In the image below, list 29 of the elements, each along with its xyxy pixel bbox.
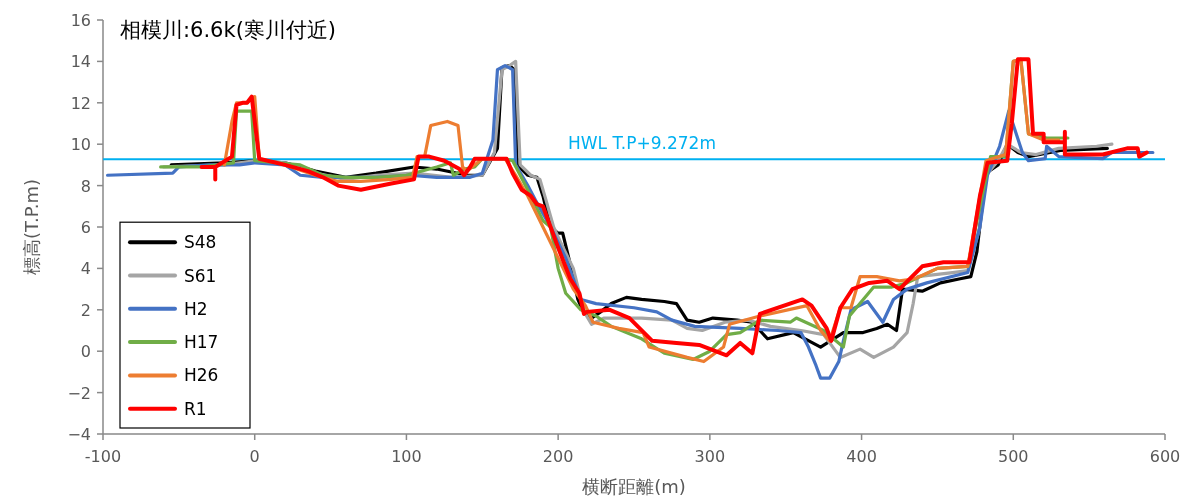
- x-tick-label: 500: [998, 447, 1029, 466]
- chart-title: 相模川:6.6k(寒川付近): [120, 18, 337, 42]
- x-tick-label: -100: [84, 447, 122, 466]
- y-tick-label: 2: [80, 300, 91, 320]
- y-tick-label: 8: [80, 176, 91, 196]
- x-axis-title: 横断距離(m): [582, 476, 686, 497]
- x-tick-label: 100: [391, 447, 422, 466]
- y-tick-label: 6: [80, 218, 91, 237]
- x-tick-label: 0: [249, 447, 260, 466]
- y-tick-label: 16: [70, 11, 91, 30]
- x-tick-label: 600: [1149, 447, 1181, 466]
- x-tick-label: 300: [694, 447, 726, 466]
- y-tick-label: 4: [80, 259, 91, 279]
- legend-label: S61: [184, 265, 217, 286]
- y-axis-title: 標高(T.P.m): [21, 179, 42, 275]
- y-tick-label: −2: [67, 383, 91, 403]
- x-tick-label: 400: [846, 447, 877, 466]
- y-tick-label: 14: [70, 52, 91, 72]
- y-tick-label: 0: [80, 342, 91, 362]
- legend-label: H17: [184, 332, 219, 353]
- y-tick-label: 12: [70, 93, 91, 113]
- x-tick-label: 200: [542, 447, 574, 466]
- y-tick-label: −4: [67, 425, 91, 444]
- legend-label: R1: [184, 398, 207, 419]
- ref-line-label: HWL T.P+9.272m: [568, 133, 716, 154]
- legend-label: H26: [184, 365, 219, 386]
- y-tick-label: 10: [70, 135, 91, 155]
- legend-label: H2: [184, 298, 208, 319]
- legend-label: S48: [184, 232, 217, 253]
